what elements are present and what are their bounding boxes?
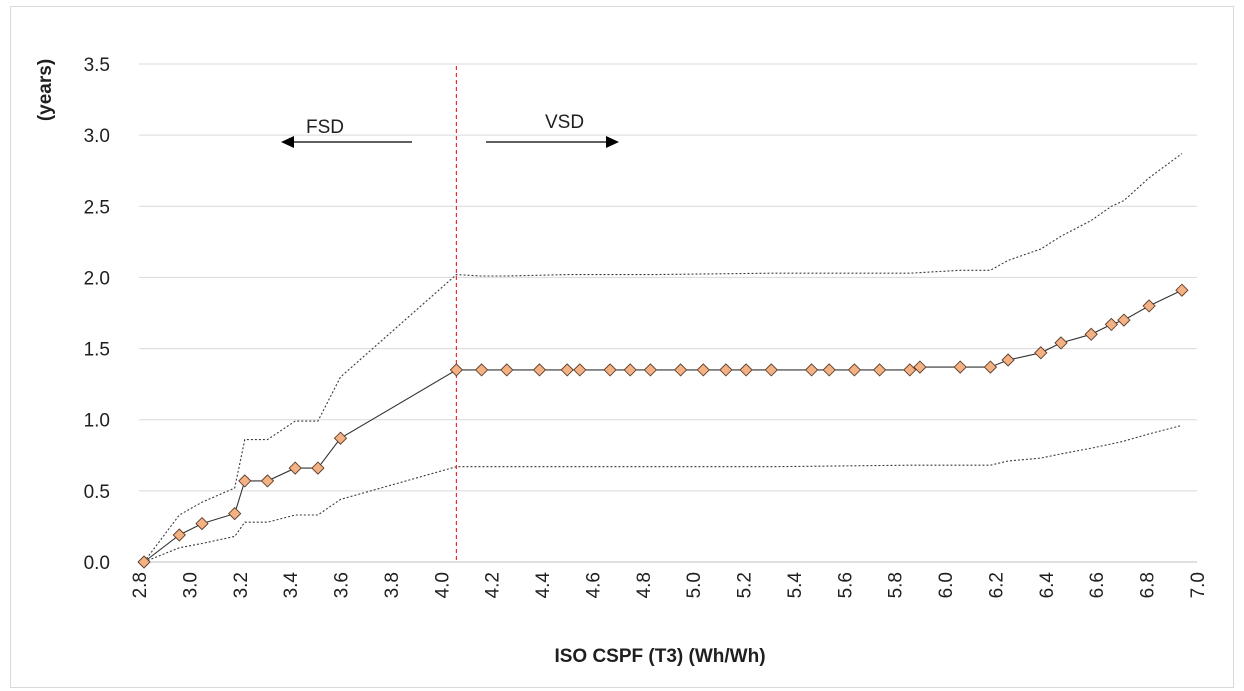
- data-point: [913, 360, 927, 374]
- y-tick-label: 0.5: [84, 482, 110, 503]
- x-tick-label: 5.4: [785, 572, 806, 599]
- x-tick-label: 3.8: [382, 572, 403, 598]
- data-point: [573, 363, 587, 377]
- data-point: [449, 363, 464, 377]
- x-tick-label: 6.8: [1138, 572, 1159, 598]
- x-tick-label: 5.2: [735, 572, 756, 598]
- gridlines: [139, 63, 1197, 563]
- annotations: FSD VSD: [281, 112, 619, 148]
- bound-lines: [143, 153, 1183, 563]
- data-point: [532, 363, 547, 377]
- data-point: [1117, 313, 1131, 327]
- upper-bound-line: [143, 153, 1183, 563]
- data-point: [1175, 283, 1189, 297]
- y-tick-labels: 0.0 0.5 1.0 1.5 2.0 2.5 3.0 3.5: [84, 55, 110, 574]
- data-point: [288, 461, 302, 475]
- x-tick-label: 4.6: [583, 572, 604, 598]
- data-point: [1054, 336, 1068, 350]
- data-point: [764, 363, 778, 377]
- x-tick-label: 3.4: [281, 572, 302, 599]
- x-tick-label: 3.0: [180, 572, 201, 598]
- data-point: [623, 363, 637, 377]
- data-point: [603, 363, 617, 377]
- y-tick-label: 3.5: [84, 55, 110, 76]
- x-tick-label: 7.0: [1188, 572, 1209, 598]
- y-tick-label: 2.0: [84, 268, 110, 289]
- data-point: [1142, 299, 1156, 313]
- y-tick-label: 1.0: [84, 411, 110, 432]
- x-tick-label: 6.2: [986, 572, 1007, 598]
- data-point: [953, 360, 967, 374]
- data-point: [872, 363, 887, 377]
- x-tick-label: 4.4: [533, 572, 554, 599]
- x-tick-labels: 2.8 3.0 3.2 3.4 3.6 3.8 4.0 4.2 4.4 4.6 4.8 5.0 5.2 5…: [130, 572, 1209, 599]
- vsd-label: VSD: [545, 112, 584, 133]
- y-axis-title: (years): [35, 59, 56, 121]
- x-tick-label: 4.8: [634, 572, 655, 598]
- data-point: [696, 363, 710, 377]
- x-tick-label: 6.6: [1087, 572, 1108, 598]
- x-tick-label: 4.2: [483, 572, 504, 598]
- data-point: [333, 431, 348, 445]
- data-point: [228, 506, 242, 521]
- data-point: [500, 363, 514, 377]
- data-point: [560, 363, 574, 377]
- data-point: [1034, 346, 1048, 360]
- x-axis-title: ISO CSPF (T3) (Wh/Wh): [554, 646, 765, 667]
- data-point: [847, 363, 862, 377]
- data-point: [804, 363, 819, 377]
- data-point: [739, 363, 753, 377]
- fsd-arrow-head: [281, 136, 294, 148]
- data-point: [719, 363, 733, 377]
- main-series-line: [143, 289, 1183, 563]
- data-point: [822, 363, 836, 377]
- data-point: [673, 363, 688, 377]
- x-tick-label: 5.6: [835, 572, 856, 598]
- data-point: [903, 363, 917, 377]
- x-tick-label: 5.0: [684, 572, 705, 598]
- fsd-label: FSD: [306, 117, 344, 138]
- y-tick-label: 3.0: [84, 126, 110, 147]
- y-tick-label: 1.5: [84, 340, 110, 361]
- x-tick-label: 3.2: [231, 572, 252, 598]
- data-point: [137, 555, 151, 569]
- data-point: [983, 360, 998, 374]
- lower-bound-line: [143, 424, 1183, 563]
- x-tick-label: 4.0: [432, 572, 453, 598]
- x-tick-label: 6.0: [936, 572, 957, 598]
- data-point: [1084, 327, 1098, 341]
- vsd-arrow-head: [606, 136, 619, 148]
- y-tick-label: 2.5: [84, 197, 110, 218]
- markers: [137, 283, 1189, 569]
- data-point: [172, 528, 186, 542]
- x-tick-label: 6.4: [1037, 572, 1058, 599]
- data-point: [1104, 317, 1119, 332]
- data-point: [238, 474, 252, 488]
- x-tick-label: 2.8: [130, 572, 151, 598]
- x-tick-label: 3.6: [332, 572, 353, 598]
- data-point: [1001, 353, 1015, 367]
- data-point: [195, 516, 209, 531]
- data-point: [260, 474, 275, 488]
- x-tick-label: 5.8: [886, 572, 907, 598]
- data-point: [311, 461, 325, 475]
- data-point: [474, 363, 489, 377]
- y-tick-label: 0.0: [84, 553, 110, 574]
- data-point: [643, 363, 658, 377]
- chart-frame: [10, 6, 1234, 688]
- main-series: [143, 289, 1183, 563]
